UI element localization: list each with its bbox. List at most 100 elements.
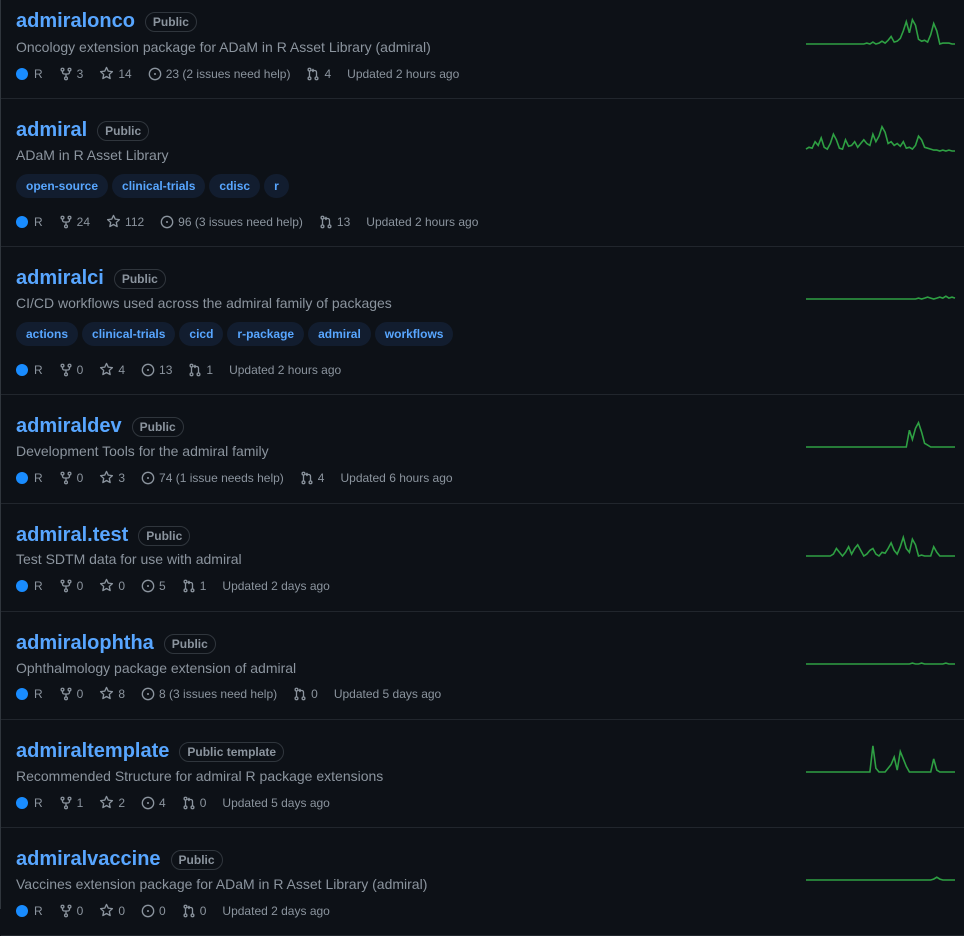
- repo-title-row: admiral Public: [16, 119, 150, 142]
- repo-title-row: admiralvaccine Public: [16, 848, 223, 871]
- star-count[interactable]: 14: [99, 66, 132, 81]
- pull-request-count[interactable]: 0: [182, 903, 207, 918]
- language-color-dot: [16, 363, 28, 376]
- pull-request-count[interactable]: 1: [182, 579, 206, 593]
- repo-meta: R 0 4 13 1 Updated 2 hours ago: [16, 362, 357, 377]
- topic-tag[interactable]: cicd: [179, 322, 224, 346]
- issue-icon: [160, 215, 178, 229]
- pull-request-count[interactable]: 1: [188, 363, 213, 377]
- fork-count[interactable]: 0: [59, 904, 83, 918]
- topic-tag[interactable]: actions: [16, 322, 79, 346]
- visibility-badge: Public: [97, 120, 150, 141]
- repo-name-link[interactable]: admiral.test: [16, 524, 129, 546]
- issue-count[interactable]: 5: [141, 579, 166, 593]
- pull-request-count[interactable]: 0: [182, 796, 206, 810]
- fork-count[interactable]: 1: [59, 796, 83, 810]
- star-count[interactable]: 112: [106, 214, 144, 229]
- pull-request-count[interactable]: 4: [300, 471, 324, 485]
- sparkline-series: [806, 295, 956, 300]
- fork-count[interactable]: 24: [59, 215, 90, 229]
- repo-description: Ophthalmology package extension of admir…: [16, 660, 297, 676]
- topic-tag[interactable]: r: [264, 174, 289, 198]
- pull-request-count-label: 0: [199, 903, 207, 918]
- language-color-dot: [16, 579, 28, 592]
- star-count-label: 3: [118, 470, 126, 485]
- language: R: [16, 215, 43, 229]
- star-count-label: 0: [118, 578, 126, 593]
- star-count[interactable]: 8: [99, 686, 125, 701]
- fork-count[interactable]: 0: [59, 579, 83, 593]
- star-count[interactable]: 4: [99, 362, 125, 377]
- star-count-label: 112: [125, 214, 145, 229]
- updated-time: Updated 2 hours ago: [347, 66, 460, 81]
- pull-request-count[interactable]: 4: [306, 67, 331, 81]
- pull-request-count[interactable]: 0: [293, 687, 318, 701]
- issue-count[interactable]: 8 (3 issues need help): [141, 687, 277, 701]
- repo-row: admiralci Public CI/CD workflows used acro…: [1, 247, 964, 395]
- star-count[interactable]: 0: [99, 903, 125, 918]
- repo-description: Test SDTM data for use with admiral: [16, 551, 242, 567]
- sparkline-series: [806, 662, 955, 665]
- repo-name-link[interactable]: admiralonco: [16, 10, 135, 32]
- topic-tag[interactable]: r-package: [227, 322, 305, 346]
- issue-count[interactable]: 23 (2 issues need help): [148, 66, 291, 81]
- star-icon: [99, 362, 118, 377]
- repo-title-row: admiraldev Public: [16, 415, 184, 438]
- repo-name-link[interactable]: admiral: [16, 119, 88, 141]
- fork-count[interactable]: 0: [59, 470, 84, 485]
- star-icon: [106, 214, 125, 229]
- fork-count[interactable]: 3: [59, 67, 83, 81]
- language: R: [16, 904, 43, 918]
- issue-count[interactable]: 74 (1 issue needs help): [141, 471, 284, 485]
- star-count[interactable]: 3: [99, 470, 125, 485]
- repo-name-link[interactable]: admiralophtha: [16, 632, 154, 654]
- issue-count[interactable]: 96 (3 issues need help): [160, 215, 303, 229]
- fork-count-label: 24: [76, 214, 91, 229]
- language-label: R: [34, 578, 43, 593]
- star-count[interactable]: 2: [99, 795, 125, 810]
- repo-name-link[interactable]: admiralvaccine: [16, 848, 161, 870]
- repo-name-link[interactable]: admiraltemplate: [16, 740, 170, 762]
- topic-tag[interactable]: admiral: [308, 322, 371, 346]
- repo-meta: R 0 3 74 (1 issue needs help) 4 Updated 6 hou…: [16, 470, 469, 485]
- topic-tag[interactable]: workflows: [374, 322, 454, 346]
- issue-count-label: 23 (2 issues need help): [165, 66, 291, 81]
- activity-sparkline: [806, 17, 955, 46]
- fork-count[interactable]: 0: [59, 687, 83, 701]
- issue-count-label: 8 (3 issues need help): [159, 686, 278, 701]
- fork-count[interactable]: 0: [59, 363, 83, 377]
- language-color-dot: [16, 471, 28, 484]
- star-count[interactable]: 0: [99, 578, 125, 593]
- star-icon: [99, 903, 118, 918]
- topic-tag[interactable]: clinical-trials: [82, 322, 176, 346]
- topic-tag[interactable]: clinical-trials: [112, 174, 206, 198]
- pull-request-count[interactable]: 13: [319, 215, 350, 229]
- updated-time: Updated 5 days ago: [333, 686, 442, 701]
- pull-request-icon: [182, 904, 200, 918]
- repo-name-link[interactable]: admiraldev: [16, 415, 122, 437]
- star-count-label: 8: [118, 686, 126, 701]
- issue-count[interactable]: 4: [141, 796, 166, 810]
- pull-request-icon: [300, 471, 318, 485]
- pull-request-icon: [182, 579, 200, 593]
- language-label: R: [34, 795, 43, 810]
- star-icon: [99, 578, 118, 593]
- activity-sparkline: [805, 124, 955, 152]
- issue-count-label: 74 (1 issue needs help): [159, 470, 284, 485]
- repo-title-row: admiralonco Public: [16, 10, 197, 33]
- issue-count[interactable]: 0: [141, 904, 166, 918]
- star-count-label: 4: [118, 362, 126, 377]
- repo-title-row: admiraltemplate Public template: [16, 740, 285, 763]
- repo-description: CI/CD workflows used across the admiral …: [16, 295, 392, 311]
- fork-icon: [59, 796, 77, 810]
- pull-request-count-label: 4: [324, 66, 332, 81]
- issue-count[interactable]: 13: [141, 363, 172, 377]
- repo-name-link[interactable]: admiralci: [16, 267, 104, 289]
- topic-tag[interactable]: open-source: [16, 174, 109, 198]
- fork-icon: [59, 67, 77, 81]
- sparkline-series: [806, 17, 955, 46]
- repo-description: Oncology extension package for ADaM in R…: [16, 39, 431, 55]
- topic-tag[interactable]: cdisc: [209, 174, 261, 198]
- fork-count-label: 0: [76, 470, 84, 485]
- sparkline-series: [806, 745, 955, 773]
